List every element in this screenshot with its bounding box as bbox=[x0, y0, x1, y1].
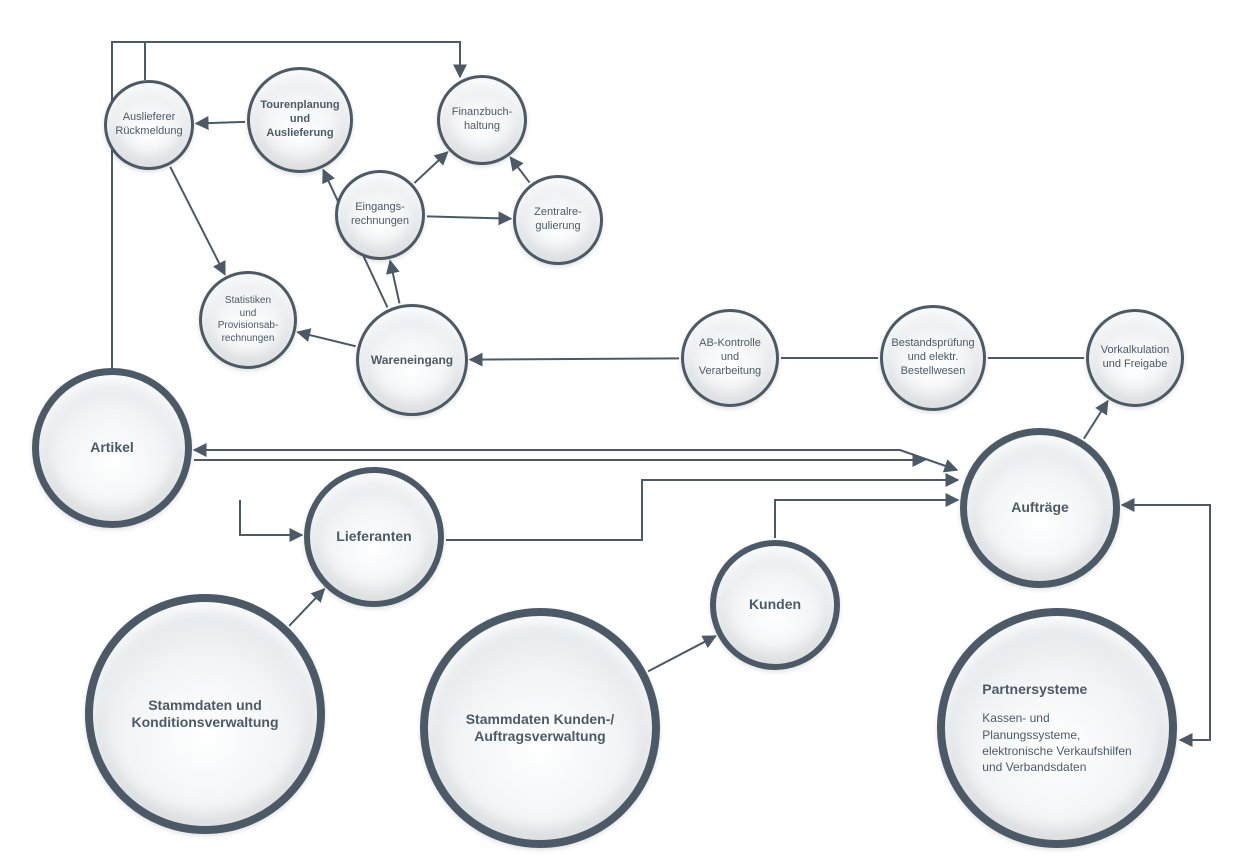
node-statistiken: Statistiken und Provisionsab- rechnungen bbox=[199, 271, 297, 369]
node-subtitle: Kassen- und Planungssysteme, elektronisc… bbox=[982, 710, 1131, 775]
node-label: Kunden bbox=[739, 590, 811, 620]
node-label: Eingangs- rechnungen bbox=[341, 195, 419, 235]
node-auftraege: Aufträge bbox=[960, 428, 1120, 588]
node-label: Stammdaten und Konditionsverwaltung bbox=[122, 691, 289, 738]
node-finanz: Finanzbuch- haltung bbox=[437, 75, 527, 165]
node-stammdaten1: Stammdaten und Konditionsverwaltung bbox=[85, 594, 325, 834]
node-label: Stammdaten Kunden-/ Auftragsverwaltung bbox=[456, 705, 625, 752]
node-auslieferer: Auslieferer Rückmeldung bbox=[104, 80, 194, 170]
node-stammdaten2: Stammdaten Kunden-/ Auftragsverwaltung bbox=[420, 608, 660, 848]
node-abkontrolle: AB-Kontrolle und Verarbeitung bbox=[681, 309, 779, 407]
node-bestand: Bestandsprüfung und elektr. Bestellwesen bbox=[880, 305, 986, 411]
node-zentral: Zentralre- gulierung bbox=[513, 175, 603, 265]
node-label: Bestandsprüfung und elektr. Bestellwesen bbox=[881, 331, 984, 384]
node-artikel: Artikel bbox=[32, 368, 192, 528]
diagram-canvas: Auslieferer Rückmeldung Tourenplanung und… bbox=[0, 0, 1247, 865]
node-kunden: Kunden bbox=[710, 540, 840, 670]
node-label: AB-Kontrolle und Verarbeitung bbox=[689, 331, 771, 384]
node-label: Statistiken und Provisionsab- rechnungen bbox=[208, 289, 289, 351]
node-wareneingang: Wareneingang bbox=[356, 304, 468, 416]
node-label: Lieferanten bbox=[326, 522, 421, 552]
node-touren: Tourenplanung und Auslieferung bbox=[247, 67, 353, 173]
node-label: Aufträge bbox=[1001, 493, 1079, 523]
node-lieferanten: Lieferanten bbox=[304, 467, 444, 607]
node-label: Zentralre- gulierung bbox=[524, 200, 592, 240]
node-vorkalk: Vorkalkulation und Freigabe bbox=[1086, 309, 1184, 407]
node-label: Artikel bbox=[80, 433, 144, 463]
node-label: Vorkalkulation und Freigabe bbox=[1091, 338, 1180, 378]
node-title: Partnersysteme bbox=[982, 681, 1131, 699]
node-partner: Partnersysteme Kassen- und Planungssystem… bbox=[937, 608, 1177, 848]
node-label: Finanzbuch- haltung bbox=[442, 100, 523, 140]
node-label: Tourenplanung und Auslieferung bbox=[250, 93, 350, 146]
node-label: Auslieferer Rückmeldung bbox=[105, 105, 192, 145]
node-label: Wareneingang bbox=[361, 347, 463, 374]
node-eingrech: Eingangs- rechnungen bbox=[335, 170, 425, 260]
node-label: Partnersysteme Kassen- und Planungssystem… bbox=[958, 675, 1155, 781]
